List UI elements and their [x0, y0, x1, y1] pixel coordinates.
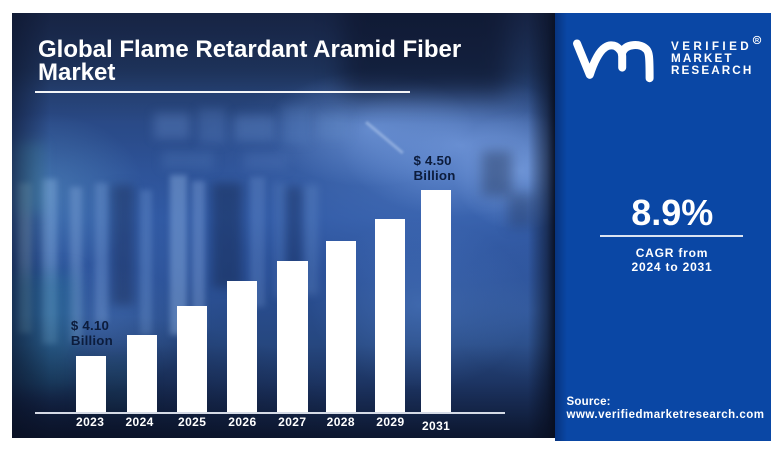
svg-text:R: R: [755, 38, 759, 44]
